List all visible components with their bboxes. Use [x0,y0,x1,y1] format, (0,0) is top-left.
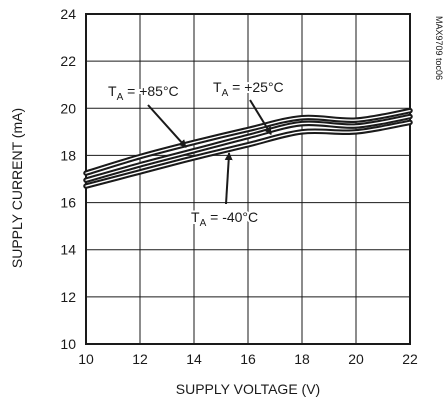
annotation-arrow [147,104,187,148]
annotation-arrow [249,99,272,136]
x-tick-label: 14 [186,351,202,367]
annotation-label: TA = -40°C [191,209,258,229]
annotation-arrow [224,152,233,205]
series-line-0 [85,109,411,174]
y-tick-label: 16 [60,195,76,211]
x-tick-label: 22 [402,351,418,367]
annotation-label: TA = +25°C [213,79,284,99]
annotations: TA = +85°C TA = +25°C TA = -40°C [106,77,286,231]
y-tick-label: 14 [60,242,76,258]
x-tick-label: 12 [132,351,148,367]
annotation-1: TA = +25°C [211,77,286,136]
series-line-1 [85,115,411,181]
x-tick-label: 20 [348,351,364,367]
x-tick-label: 18 [294,351,310,367]
y-tick-label: 20 [60,100,76,116]
series-line-2 [85,121,411,187]
x-axis-title: SUPPLY VOLTAGE (V) [176,381,320,397]
figure-code-label: MAX9709 toc06 [434,16,444,80]
tick-labels: 10 12 14 16 18 20 22 10 12 14 16 18 20 22 24 [60,6,418,367]
y-tick-label: 24 [60,6,76,22]
annotation-2: TA = -40°C [189,152,260,231]
y-tick-label: 10 [60,336,76,352]
y-axis-title: SUPPLY CURRENT (mA) [9,108,25,268]
grid [85,13,411,345]
series-layer [83,107,413,189]
y-tick-label: 22 [60,53,76,69]
y-tick-label: 18 [60,147,76,163]
annotation-label: TA = +85°C [108,83,179,103]
x-tick-label: 10 [78,351,94,367]
x-tick-label: 16 [240,351,256,367]
y-tick-label: 12 [60,289,76,305]
annotation-0: TA = +85°C [106,81,187,148]
